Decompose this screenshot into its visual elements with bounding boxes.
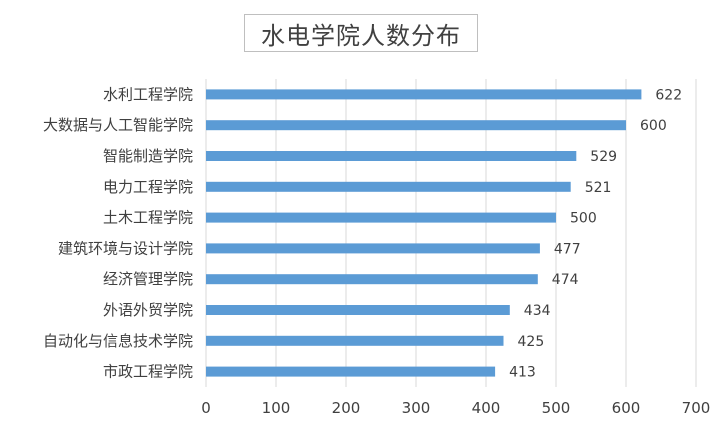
category-label: 智能制造学院 xyxy=(103,147,193,165)
data-label: 600 xyxy=(640,118,667,134)
x-tick-label: 400 xyxy=(472,399,501,417)
bar xyxy=(206,335,504,346)
bar xyxy=(206,243,540,254)
data-label: 413 xyxy=(509,365,536,381)
category-label: 自动化与信息技术学院 xyxy=(43,332,193,350)
data-label: 434 xyxy=(524,303,551,319)
data-label: 500 xyxy=(570,211,597,227)
bar xyxy=(206,212,556,223)
category-label: 经济管理学院 xyxy=(103,270,193,288)
category-label: 大数据与人工智能学院 xyxy=(43,116,193,134)
x-tick-label: 500 xyxy=(542,399,571,417)
x-tick-label: 100 xyxy=(262,399,291,417)
x-tick-label: 700 xyxy=(682,399,711,417)
data-label: 529 xyxy=(590,149,617,165)
x-tick-label: 300 xyxy=(402,399,431,417)
category-label: 市政工程学院 xyxy=(103,363,193,381)
x-tick-label: 600 xyxy=(612,399,641,417)
bar xyxy=(206,181,571,192)
data-label: 425 xyxy=(518,334,545,350)
data-label: 474 xyxy=(552,272,579,288)
data-label: 521 xyxy=(585,180,612,196)
category-label: 外语外贸学院 xyxy=(103,301,193,319)
bar xyxy=(206,151,577,161)
chart-title: 水电学院人数分布 xyxy=(244,14,478,52)
x-tick-label: 0 xyxy=(201,399,211,417)
category-label: 电力工程学院 xyxy=(103,178,193,196)
bar xyxy=(206,89,642,100)
category-label: 水利工程学院 xyxy=(103,85,193,103)
bar xyxy=(206,120,626,131)
bar xyxy=(206,305,510,315)
bar xyxy=(206,274,538,285)
bar xyxy=(206,366,496,377)
category-label: 土木工程学院 xyxy=(103,209,193,227)
x-tick-label: 200 xyxy=(332,399,361,417)
category-label: 建筑环境与设计学院 xyxy=(58,239,193,257)
data-label: 477 xyxy=(554,241,581,257)
data-label: 622 xyxy=(655,87,682,103)
